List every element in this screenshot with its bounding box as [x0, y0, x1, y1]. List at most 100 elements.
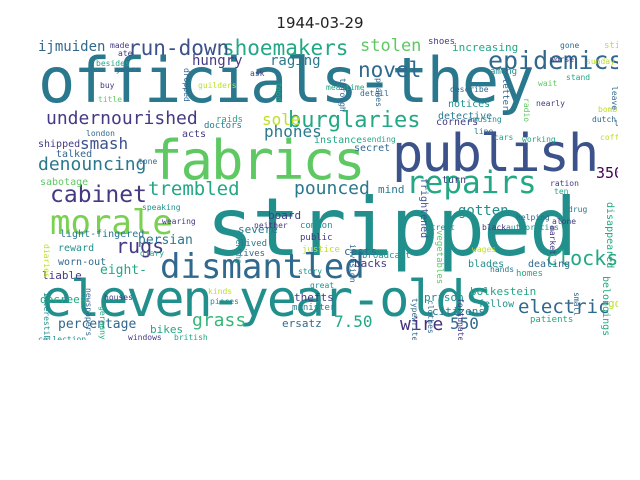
cloud-word-public: public [300, 233, 333, 243]
cloud-word-secret: secret [354, 143, 391, 154]
cloud-word-ration: ration [550, 179, 579, 188]
cloud-word-raids: raids [216, 115, 244, 125]
cloud-word-hands: hands [490, 265, 515, 274]
cloud-word-ate: ate [118, 49, 133, 58]
cloud-word-stripped: stripped [206, 181, 577, 274]
cloud-word-pieces: pieces [210, 297, 239, 306]
cloud-word-eleven-year-olds: eleven-year-olds [42, 270, 494, 328]
cloud-word-patients: patients [530, 315, 574, 325]
cloud-word-worse: worse [550, 55, 575, 64]
cloud-word-lay: lay [614, 119, 618, 128]
cloud-word-justice: justice [302, 245, 340, 255]
cloud-word-officials-they: officials-they [38, 44, 535, 117]
cloud-word-disappeared: disappeared [604, 202, 615, 269]
cloud-word-dealing: dealing [528, 259, 571, 270]
cloud-word-rugs: rugs [116, 234, 165, 258]
cloud-word-dutch: dutch [592, 115, 617, 124]
cloud-word-amusing: amusing [468, 115, 502, 124]
cloud-word-guilders: guilders [198, 81, 237, 90]
cloud-word-neither: neither [254, 221, 288, 230]
cloud-word-fortunately: fortunately [456, 298, 465, 340]
cloud-word-epidemics: epidemics [488, 46, 618, 75]
cloud-word-ersatz: ersatz [282, 317, 322, 330]
cloud-word-ijmuiden: ijmuiden [38, 39, 106, 55]
cloud-word-stolen: stolen [360, 38, 422, 56]
cloud-word-kinds: kinds [208, 287, 233, 296]
cloud-word-backs: backs [354, 257, 388, 270]
cloud-word-market: market [548, 226, 557, 255]
cloud-word-broadcast: broadcast [362, 251, 411, 261]
cloud-word-liable: liable [42, 269, 82, 282]
cloud-word-evening: evening [234, 230, 243, 264]
cloud-word-besides: besides [96, 59, 130, 68]
cloud-word-interesting: interesting [42, 292, 51, 340]
cloud-word-phones: phones [264, 122, 322, 141]
cloud-word-typewriters: typewriters [410, 298, 419, 340]
cloud-word-citizens: citizens [432, 305, 485, 318]
cloud-word-dismantled: dismantled [160, 247, 365, 287]
cloud-word-working: working [522, 135, 556, 144]
cloud-word-gone: gone [560, 41, 580, 50]
cloud-word-windows: windows [128, 333, 162, 341]
cloud-word-corners: corners [436, 117, 479, 128]
cloud-word-talked: talked [56, 149, 93, 160]
cloud-word-frightened: frightened [418, 178, 429, 239]
cloud-word-buy: buy [100, 81, 115, 90]
cloud-word-food: food [274, 82, 283, 102]
cloud-word-notices: notices [448, 99, 491, 110]
cloud-word-planes: planes [374, 78, 383, 107]
cloud-word-morale: morale [50, 203, 173, 243]
cloud-word-germany: germany [98, 306, 107, 340]
cloud-word-minister: minister [292, 303, 336, 313]
cloud-word-line: line [474, 127, 494, 136]
cloud-word-clothes: clothes [426, 300, 435, 334]
cloud-word-instance: instance [314, 135, 363, 146]
cloud-word-sole: sole [262, 110, 301, 129]
cloud-word-detail: detail [360, 89, 389, 98]
cloud-word-houses: houses [104, 293, 133, 302]
cloud-word-prison: prison [424, 291, 464, 304]
cloud-word-gotten: gotten [458, 203, 509, 219]
cloud-word-years: years [116, 65, 141, 74]
cloud-word-british: british [174, 333, 208, 341]
cloud-word-stand: stand [566, 73, 591, 82]
cloud-word-diary: diary [140, 249, 165, 258]
cloud-word-wearing: wearing [162, 217, 196, 226]
cloud-word-homes: homes [516, 269, 544, 279]
cloud-word-board: board [268, 209, 302, 222]
cloud-word-ten: ten [554, 187, 569, 196]
cloud-word-sunday: sunday [586, 57, 615, 66]
cloud-word-describe: describe [450, 85, 489, 94]
cloud-word-alone: alone [552, 217, 577, 226]
cloud-word-7-50: 7.50 [334, 312, 373, 331]
cloud-word-clocks: clocks [546, 246, 618, 270]
cloud-word-nearly: nearly [536, 99, 565, 108]
cloud-word-drug: drug [568, 205, 588, 214]
cloud-word-shoemakers: shoemakers [222, 38, 349, 60]
cloud-word-sabotage: sabotage [40, 177, 89, 188]
cloud-word-still: still [604, 41, 618, 51]
cloud-word-bikes: bikes [150, 323, 184, 336]
cloud-word-black: black [482, 223, 507, 232]
cloud-word-leave: leave [610, 86, 618, 111]
cloud-word-bolkestein: bolkestein [470, 285, 537, 298]
cloud-word-cars: cars [494, 133, 514, 142]
cloud-word-light-fingered: light-fingered [60, 229, 145, 240]
cloud-word-fellow: fellow [478, 299, 515, 310]
cloud-word-increasing: increasing [452, 41, 519, 54]
cloud-word-collection: collection [38, 335, 87, 341]
cloud-word-raging: raging [270, 53, 321, 69]
cloud-word-blades: blades [468, 259, 505, 270]
cloud-word-novel: novel [358, 58, 422, 82]
cloud-word-eight: eight- [100, 263, 147, 278]
cloud-word-sending: sending [362, 135, 396, 144]
cloud-word-made: made [110, 41, 130, 50]
cloud-word-story: story [298, 267, 323, 276]
cloud-word-through: through [338, 78, 347, 112]
cloud-word-turn: turn [442, 175, 467, 186]
cloud-word-wages: wages [472, 245, 497, 254]
cloud-word-small: small [572, 292, 581, 317]
cloud-word-invasion: invasion [348, 244, 357, 283]
cloud-title: 1944-03-29 [276, 14, 364, 32]
cloud-word-authorities: authorities [506, 223, 559, 232]
